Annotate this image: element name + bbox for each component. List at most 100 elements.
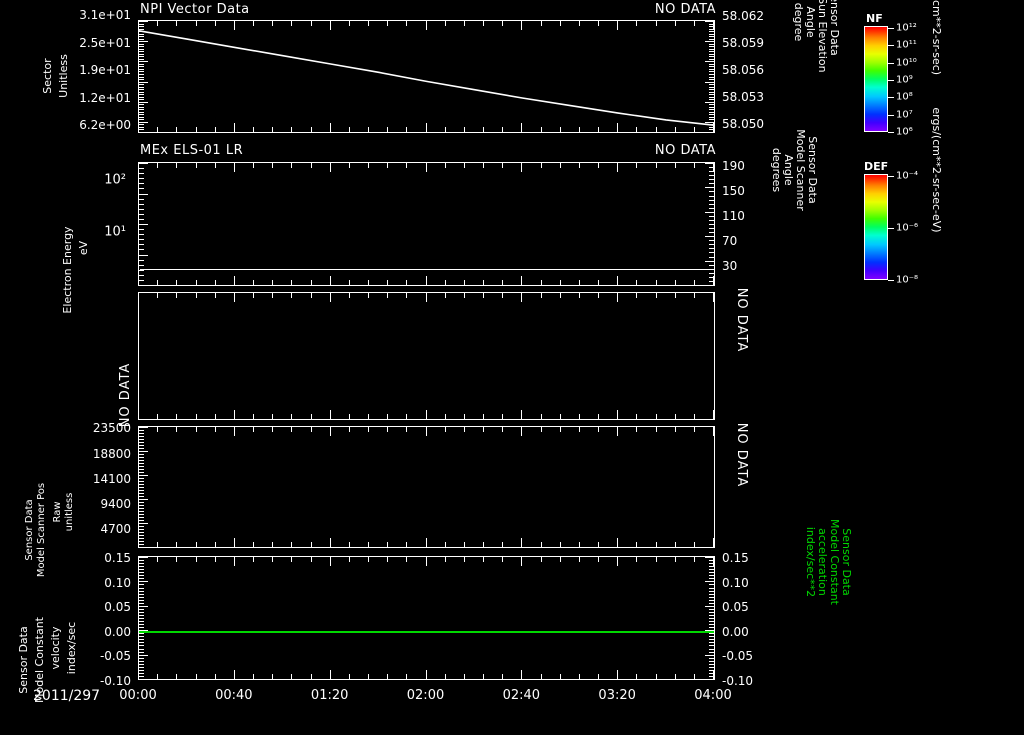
colorbar-0-tick-5: 10⁷: [896, 109, 913, 121]
xtick-mark-3-15: [426, 427, 427, 436]
ytick-mark-0L4: [139, 31, 144, 32]
xtick-mark-3-10: [330, 427, 331, 436]
ytick-mark-0R7: [709, 39, 714, 40]
panel-4-left-label-2: Raw: [52, 501, 63, 523]
ytick-mark-0R37: [709, 114, 714, 115]
ytick-mark-0L43: [139, 129, 144, 130]
xtick-mark-b-0-8: [291, 127, 292, 132]
x-tick-label-3: 02:00: [406, 688, 445, 703]
xtick-mark-2-8: [291, 293, 292, 298]
xtick-mark-2-4: [215, 293, 216, 298]
ytick-mark-1R16: [709, 228, 714, 229]
xtick-mark-4-20: [521, 557, 522, 566]
xtick-mark-1-20: [521, 163, 522, 172]
xtick-mark-2-0: [138, 293, 139, 302]
xtick-mark-b-2-3: [196, 414, 197, 419]
ytick-mark-3L29: [139, 514, 144, 515]
ytick-mark-0R31: [709, 99, 714, 100]
colorbar-def[interactable]: [864, 174, 888, 280]
ytick-mark-1L19: [139, 260, 144, 261]
panel-5-plot-area[interactable]: [138, 556, 715, 680]
colorbar-0-tick-0: 10¹²: [896, 22, 917, 34]
xtick-mark-b-0-5: [234, 123, 235, 132]
ytick-mark-3L23: [139, 496, 144, 497]
panel-1-plot-area[interactable]: [138, 20, 715, 133]
ytick-mark-1L3: [139, 178, 144, 179]
xtick-mark-b-3-19: [502, 542, 503, 547]
panel-2-rtick-2: 110: [722, 209, 745, 223]
xtick-mark-b-3-5: [234, 538, 235, 547]
xtick-mark-1-12: [368, 163, 369, 168]
panel-4-ytick-1: 18800: [92, 447, 131, 461]
ytick-mark-1R9: [709, 200, 714, 201]
xtick-mark-0-22: [560, 21, 561, 26]
ytick-mark-4R39: [709, 676, 714, 677]
ytick-mark-4L15: [139, 603, 144, 604]
xtick-mark-0-5: [234, 21, 235, 30]
ytick-mark-4L40: [139, 679, 148, 680]
ytick-mark-3L24: [139, 499, 148, 500]
xtick-mark-0-10: [330, 21, 331, 30]
ytick-mark-0L23: [139, 79, 144, 80]
xtick-mark-b-2-1: [157, 414, 158, 419]
ytick-mark-0R4: [709, 31, 714, 32]
colorbar-nf[interactable]: [864, 26, 888, 132]
ytick-mark-1R10: [709, 204, 714, 205]
ytick-mark-4L18: [139, 612, 144, 613]
panel-2-plot-area[interactable]: [138, 162, 715, 286]
xtick-mark-b-3-23: [579, 542, 580, 547]
ytick-mark-3L34: [139, 529, 144, 530]
xtick-mark-b-4-30: [713, 670, 714, 679]
xtick-mark-b-4-25: [617, 670, 618, 679]
ytick-mark-4R37: [709, 670, 714, 671]
ytick-mark-1R18: [705, 236, 714, 237]
xtick-mark-b-4-1: [157, 674, 158, 679]
colorbar-0-tick-6: 10⁶: [896, 126, 913, 138]
panel-4-plot-area[interactable]: [138, 426, 715, 548]
ytick-mark-4R25: [709, 633, 714, 634]
xtick-mark-b-0-20: [521, 123, 522, 132]
xtick-mark-b-0-15: [426, 123, 427, 132]
panel-5-ytick-3: 0.00: [104, 625, 131, 639]
xtick-mark-2-17: [464, 293, 465, 298]
ytick-mark-4L19: [139, 615, 144, 616]
xtick-mark-1-26: [636, 163, 637, 168]
ytick-mark-4L13: [139, 597, 144, 598]
ytick-mark-4R38: [709, 673, 714, 674]
panel-5-left-label-0: Sensor Data: [17, 626, 30, 694]
ytick-mark-4R27: [709, 639, 714, 640]
xtick-mark-2-20: [521, 293, 522, 302]
ytick-mark-0R36: [709, 112, 714, 113]
ytick-mark-4R14: [709, 600, 714, 601]
panel-3-plot-area[interactable]: [138, 292, 715, 420]
xtick-mark-b-4-6: [253, 674, 254, 679]
ytick-mark-0R29: [709, 94, 714, 95]
xtick-mark-2-28: [675, 293, 676, 298]
xtick-mark-0-9: [311, 21, 312, 26]
xtick-mark-2-27: [656, 293, 657, 298]
colorbar-0-tickmark-5: [888, 115, 894, 116]
panel-1-ytick-0: 3.1e+01: [79, 8, 131, 22]
xtick-mark-b-0-18: [483, 127, 484, 132]
xtick-mark-4-29: [694, 557, 695, 562]
xtick-mark-3-16: [445, 427, 446, 432]
xtick-mark-b-0-17: [464, 127, 465, 132]
ytick-mark-4L38: [139, 673, 144, 674]
panel-5-left-label-1: Model Constant: [33, 617, 46, 703]
ytick-mark-4L22: [139, 624, 144, 625]
ytick-mark-0L37: [139, 114, 144, 115]
ytick-mark-4R10: [709, 588, 714, 589]
panel-2-title-right: NO DATA: [654, 143, 716, 158]
xtick-mark-b-0-6: [253, 127, 254, 132]
ytick-mark-3L37: [139, 538, 144, 539]
xtick-mark-b-2-22: [560, 414, 561, 419]
xtick-mark-b-0-13: [387, 127, 388, 132]
xtick-mark-4-21: [541, 557, 542, 562]
ytick-mark-4R8: [705, 581, 714, 582]
panel-2-rtick-1: 150: [722, 184, 745, 198]
xtick-mark-b-1-26: [636, 280, 637, 285]
colorbar-1-tick-1: 10⁻⁶: [896, 222, 919, 234]
xtick-mark-4-25: [617, 557, 618, 566]
xtick-mark-b-3-27: [656, 542, 657, 547]
ytick-mark-4R34: [709, 661, 714, 662]
